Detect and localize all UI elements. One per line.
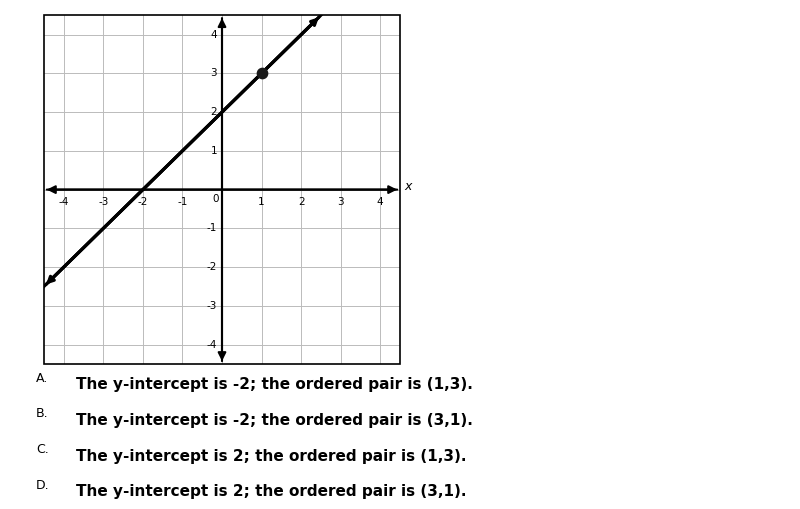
Text: -4: -4 [207, 340, 218, 350]
Text: 2: 2 [298, 196, 305, 207]
Text: The y-intercept is 2; the ordered pair is (1,3).: The y-intercept is 2; the ordered pair i… [76, 448, 466, 464]
Text: 3: 3 [210, 68, 218, 78]
Text: A.: A. [36, 372, 48, 385]
Text: C.: C. [36, 443, 49, 456]
Text: 4: 4 [210, 30, 218, 40]
Text: -2: -2 [207, 262, 218, 272]
Text: 4: 4 [377, 196, 383, 207]
Text: The y-intercept is 2; the ordered pair is (3,1).: The y-intercept is 2; the ordered pair i… [76, 484, 466, 499]
Text: The y-intercept is -2; the ordered pair is (3,1).: The y-intercept is -2; the ordered pair … [76, 413, 473, 428]
Text: 1: 1 [210, 146, 218, 156]
Text: D.: D. [36, 478, 50, 492]
Text: 1: 1 [258, 196, 265, 207]
Text: -1: -1 [178, 196, 188, 207]
Text: 2: 2 [210, 107, 218, 117]
Text: 0: 0 [212, 194, 219, 204]
Point [255, 69, 268, 77]
Text: B.: B. [36, 407, 49, 420]
Text: x: x [405, 180, 412, 193]
Text: -1: -1 [207, 223, 218, 233]
Text: The y-intercept is -2; the ordered pair is (1,3).: The y-intercept is -2; the ordered pair … [76, 377, 473, 392]
Text: -3: -3 [207, 301, 218, 311]
Text: -2: -2 [138, 196, 148, 207]
Text: -4: -4 [58, 196, 69, 207]
Text: 3: 3 [338, 196, 344, 207]
Text: -3: -3 [98, 196, 109, 207]
